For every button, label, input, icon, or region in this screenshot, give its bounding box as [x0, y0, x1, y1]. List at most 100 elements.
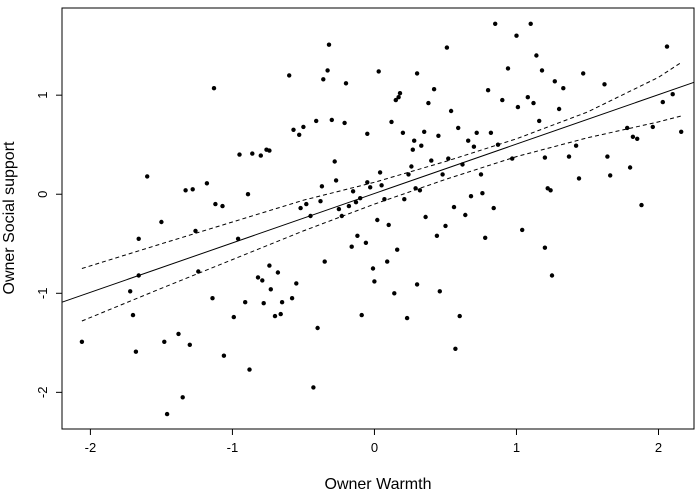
data-point	[370, 266, 376, 271]
data-point	[488, 130, 494, 135]
data-point	[136, 273, 141, 278]
x-tick-label: 2	[655, 440, 662, 455]
data-points	[79, 21, 684, 417]
data-point	[193, 228, 198, 234]
data-point	[426, 100, 431, 106]
data-point	[308, 213, 313, 219]
data-point	[505, 66, 511, 71]
data-point	[414, 71, 420, 76]
data-point	[336, 206, 342, 212]
data-point	[552, 79, 557, 84]
data-point	[520, 227, 525, 233]
data-point	[79, 339, 85, 344]
data-point	[537, 118, 542, 124]
data-point	[358, 196, 363, 201]
x-tick-label: 1	[513, 440, 520, 455]
data-point	[515, 104, 521, 110]
data-point	[279, 300, 285, 305]
data-point	[510, 156, 515, 161]
data-point	[291, 127, 296, 132]
data-point	[392, 291, 397, 296]
data-point	[419, 143, 424, 148]
data-point	[386, 222, 391, 228]
data-point	[493, 21, 498, 26]
data-point	[376, 69, 381, 74]
data-point	[298, 205, 303, 211]
data-point	[315, 325, 320, 331]
data-point	[213, 201, 218, 207]
data-point	[210, 296, 215, 301]
data-point	[483, 235, 488, 240]
data-point	[549, 273, 555, 278]
data-point	[605, 154, 610, 159]
data-point	[346, 203, 352, 209]
data-point	[679, 129, 684, 134]
data-point	[608, 173, 613, 178]
data-point	[471, 144, 477, 149]
data-point	[456, 125, 461, 131]
data-point	[325, 68, 330, 73]
data-point	[289, 296, 295, 301]
data-point	[322, 259, 327, 264]
data-point	[365, 180, 370, 185]
data-point	[444, 45, 450, 50]
data-point	[436, 133, 441, 138]
data-point	[466, 138, 471, 143]
data-point	[417, 188, 423, 193]
data-point	[294, 281, 299, 286]
data-point	[368, 185, 373, 190]
data-point	[211, 86, 217, 91]
data-point	[660, 99, 665, 105]
data-point	[180, 395, 185, 400]
data-point	[329, 117, 334, 123]
data-point	[297, 132, 302, 137]
data-point	[204, 181, 210, 186]
data-point	[183, 188, 188, 193]
data-point	[431, 87, 437, 92]
data-point	[548, 188, 553, 193]
data-point	[539, 68, 545, 73]
data-point	[375, 217, 380, 223]
data-point	[542, 155, 548, 160]
data-point	[372, 279, 377, 284]
data-point	[396, 95, 401, 100]
y-axis-title: Owner Social support	[1, 141, 18, 295]
data-point	[412, 138, 417, 143]
data-point	[650, 124, 655, 130]
data-point	[422, 129, 427, 134]
data-point	[397, 91, 403, 96]
data-point	[429, 158, 434, 163]
data-point	[318, 199, 323, 204]
data-point	[287, 73, 292, 78]
data-point	[395, 247, 400, 252]
data-point	[404, 315, 410, 321]
data-point	[363, 240, 369, 245]
data-point	[446, 156, 451, 161]
data-point	[414, 282, 420, 287]
x-tick-label: -2	[85, 440, 97, 455]
data-point	[221, 353, 227, 358]
data-point	[627, 165, 633, 170]
regression-lines	[61, 62, 695, 322]
data-point	[525, 95, 530, 100]
data-point	[402, 197, 407, 202]
data-point	[400, 130, 406, 135]
data-point	[385, 259, 390, 264]
data-point	[275, 270, 281, 275]
confidence-band-line	[81, 62, 682, 269]
data-point	[602, 82, 607, 87]
x-axis-title: Owner Warmth	[325, 476, 432, 493]
data-point	[639, 202, 644, 208]
data-point	[343, 81, 349, 86]
data-point	[258, 153, 263, 158]
data-point	[342, 120, 347, 126]
data-point	[268, 287, 273, 292]
data-point	[220, 203, 225, 209]
data-point	[491, 205, 496, 211]
data-point	[128, 289, 133, 294]
y-tick-label: -2	[35, 387, 50, 399]
data-point	[350, 189, 356, 194]
data-point	[576, 176, 582, 181]
data-point	[460, 162, 465, 167]
